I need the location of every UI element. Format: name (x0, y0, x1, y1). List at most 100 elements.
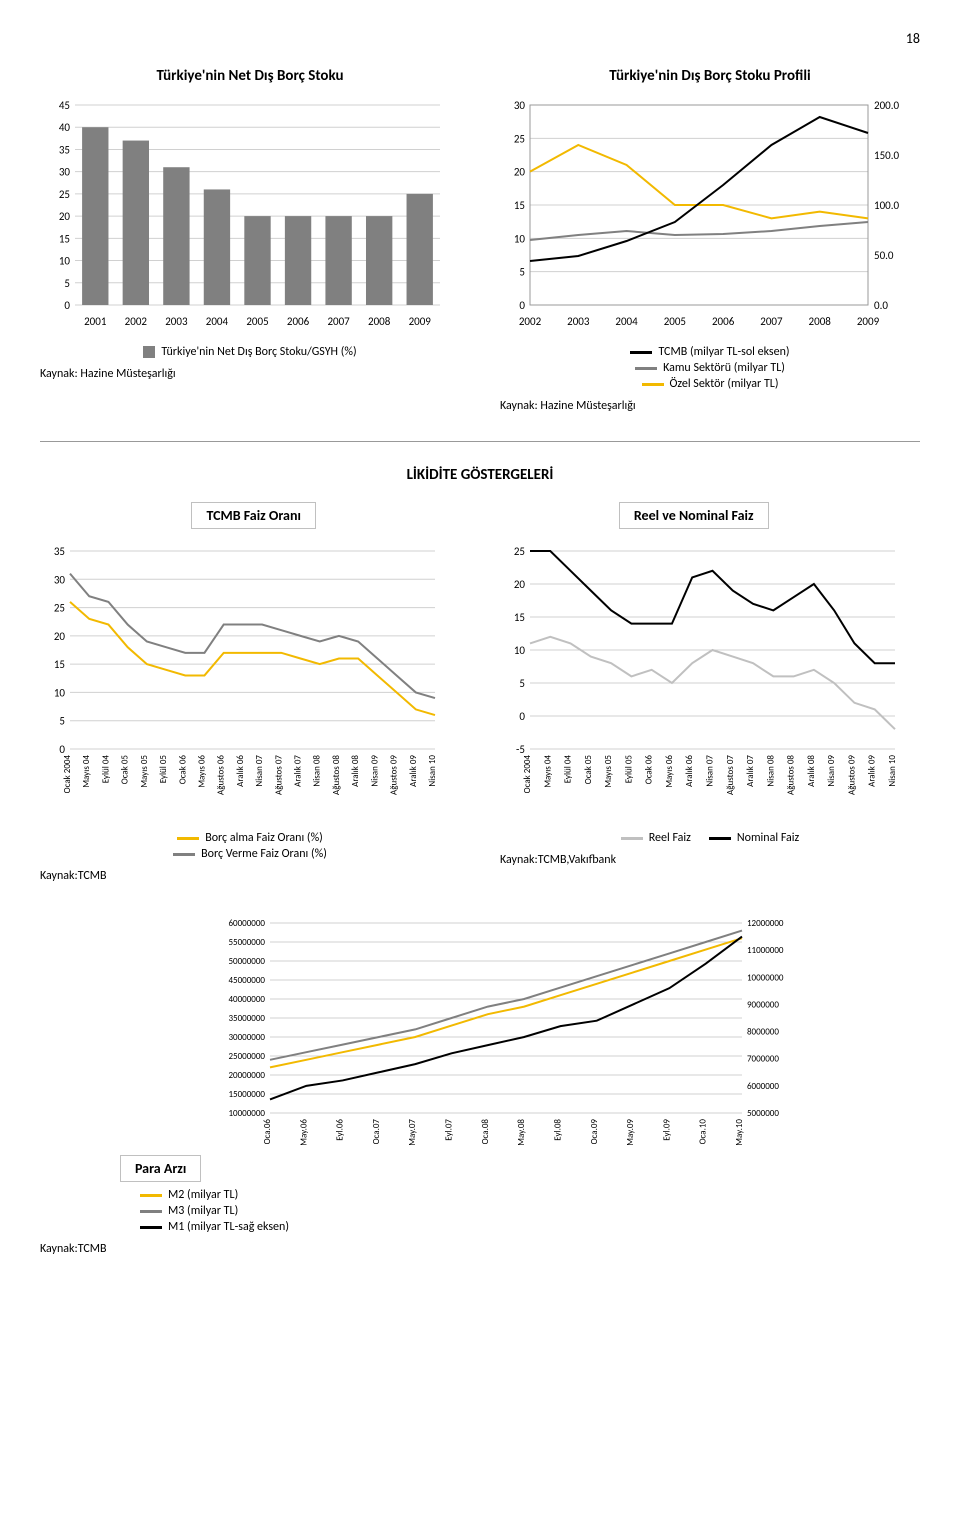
legend-label: Özel Sektör (milyar TL) (670, 377, 779, 391)
chart-right-top: Türkiye'nin Dış Borç Stoku Profili 05101… (500, 67, 920, 413)
page-number: 18 (40, 30, 920, 47)
svg-text:20: 20 (514, 166, 526, 179)
svg-text:Mayıs 06: Mayıs 06 (664, 755, 675, 788)
swatch-line (140, 1210, 162, 1213)
svg-text:25: 25 (514, 545, 525, 558)
swatch-line (642, 383, 664, 386)
legend-label: Türkiye'nin Net Dış Borç Stoku/GSYH (%) (161, 345, 356, 359)
svg-text:Aralık 07: Aralık 07 (293, 755, 304, 787)
legend-label: Reel Faiz (649, 831, 691, 845)
svg-text:Ocak 2004: Ocak 2004 (62, 755, 73, 794)
para-arzi-wrap: Para Arzı 100000001500000020000000250000… (40, 903, 920, 1256)
svg-text:Ağustos 09: Ağustos 09 (389, 755, 400, 795)
svg-text:Aralık 06: Aralık 06 (235, 755, 246, 787)
svg-text:2007: 2007 (760, 315, 783, 328)
svg-text:15: 15 (514, 611, 525, 624)
svg-text:Nisan 08: Nisan 08 (312, 755, 323, 787)
svg-text:2002: 2002 (125, 315, 148, 328)
swatch-line (630, 351, 652, 354)
svg-text:10: 10 (59, 255, 71, 268)
svg-text:12000000: 12000000 (747, 918, 784, 929)
chart-source: Kaynak:TCMB,Vakıfbank (500, 853, 920, 867)
legend-left-top: Türkiye'nin Net Dış Borç Stoku/GSYH (%) (40, 345, 460, 359)
svg-text:Ocak 06: Ocak 06 (177, 755, 188, 785)
line-chart-svg: 05101520253035Ocak 2004Mayıs 04Eylül 04O… (40, 541, 450, 821)
svg-text:10000000: 10000000 (747, 972, 784, 983)
svg-text:May.08: May.08 (516, 1119, 527, 1146)
svg-text:30: 30 (514, 99, 526, 112)
line-chart-svg: -50510152025Ocak 2004Mayıs 04Eylül 04Oca… (500, 541, 910, 821)
svg-text:40: 40 (59, 121, 71, 134)
legend-label: M2 (milyar TL) (168, 1188, 238, 1202)
svg-text:Oca.09: Oca.09 (589, 1119, 600, 1145)
svg-text:2005: 2005 (664, 315, 686, 328)
svg-text:60000000: 60000000 (229, 918, 266, 929)
divider (40, 441, 920, 442)
line-chart-svg: 0510152025300.050.0100.0150.0200.0200220… (500, 95, 910, 335)
svg-text:150.0: 150.0 (874, 149, 900, 162)
svg-text:25: 25 (54, 602, 65, 615)
svg-text:5: 5 (519, 266, 525, 279)
svg-text:May.09: May.09 (625, 1119, 636, 1146)
svg-text:0: 0 (59, 743, 65, 756)
svg-text:Ağustos 07: Ağustos 07 (725, 755, 736, 795)
svg-text:Ağustos 07: Ağustos 07 (273, 755, 284, 795)
svg-text:Ağustos 08: Ağustos 08 (786, 755, 797, 795)
svg-text:Ocak 2004: Ocak 2004 (522, 755, 533, 794)
bar-chart-svg: 0510152025303540452001200220032004200520… (40, 95, 450, 335)
svg-text:55000000: 55000000 (229, 937, 266, 948)
svg-text:20: 20 (514, 578, 526, 591)
svg-text:15: 15 (514, 199, 525, 212)
svg-text:2003: 2003 (165, 315, 188, 328)
svg-text:Ocak 05: Ocak 05 (120, 755, 131, 785)
svg-text:Mayıs 06: Mayıs 06 (196, 755, 207, 788)
svg-text:Eyl.08: Eyl.08 (553, 1119, 564, 1141)
svg-text:0.0: 0.0 (874, 299, 888, 312)
svg-text:30000000: 30000000 (229, 1032, 266, 1043)
svg-text:11000000: 11000000 (747, 945, 784, 956)
svg-text:2004: 2004 (615, 315, 638, 328)
legend-label: Kamu Sektörü (milyar TL) (663, 361, 785, 375)
legend-para: M2 (milyar TL) M3 (milyar TL) M1 (milyar… (140, 1188, 920, 1234)
svg-text:20: 20 (54, 630, 66, 643)
legend-label: Borç Verme Faiz Oranı (%) (201, 847, 327, 861)
svg-text:Mayıs 05: Mayıs 05 (603, 755, 614, 788)
svg-text:Aralık 08: Aralık 08 (350, 755, 361, 787)
svg-text:10000000: 10000000 (229, 1108, 266, 1119)
svg-text:35: 35 (54, 545, 65, 558)
svg-text:Nisan 07: Nisan 07 (254, 755, 265, 787)
legend-label: M3 (milyar TL) (168, 1204, 238, 1218)
swatch-line (177, 837, 199, 840)
svg-text:Mayıs 04: Mayıs 04 (81, 755, 92, 788)
svg-text:Eyl.07: Eyl.07 (444, 1119, 455, 1141)
svg-text:2006: 2006 (712, 315, 735, 328)
legend-label: Nominal Faiz (737, 831, 799, 845)
svg-text:Mayıs 05: Mayıs 05 (139, 755, 150, 788)
sub-header-row: TCMB Faiz Oranı Reel ve Nominal Faiz (40, 502, 920, 529)
svg-text:15000000: 15000000 (229, 1089, 266, 1100)
swatch-line (173, 853, 195, 856)
svg-text:20: 20 (59, 210, 71, 223)
svg-text:200.0: 200.0 (874, 99, 900, 112)
svg-text:2005: 2005 (246, 315, 268, 328)
svg-text:Oca.06: Oca.06 (262, 1119, 273, 1145)
svg-text:Aralık 06: Aralık 06 (684, 755, 695, 787)
svg-text:Nisan 10: Nisan 10 (427, 755, 438, 787)
svg-text:2007: 2007 (327, 315, 350, 328)
svg-text:2009: 2009 (857, 315, 880, 328)
swatch-line (140, 1226, 162, 1229)
svg-text:2008: 2008 (809, 315, 832, 328)
middle-row: 05101520253035Ocak 2004Mayıs 04Eylül 04O… (40, 541, 920, 883)
chart-source: Kaynak:TCMB (40, 1242, 920, 1256)
svg-text:May.06: May.06 (299, 1119, 310, 1146)
svg-text:2009: 2009 (409, 315, 432, 328)
svg-text:50000000: 50000000 (229, 956, 266, 967)
sub-header-para: Para Arzı (120, 1155, 201, 1182)
legend-reel: Reel Faiz Nominal Faiz (500, 831, 920, 845)
svg-text:30: 30 (59, 166, 71, 179)
svg-text:35: 35 (59, 143, 70, 156)
svg-text:45: 45 (59, 99, 70, 112)
svg-text:Oca.10: Oca.10 (698, 1119, 709, 1145)
chart-left-top: Türkiye'nin Net Dış Borç Stoku 051015202… (40, 67, 460, 413)
swatch-line (635, 367, 657, 370)
